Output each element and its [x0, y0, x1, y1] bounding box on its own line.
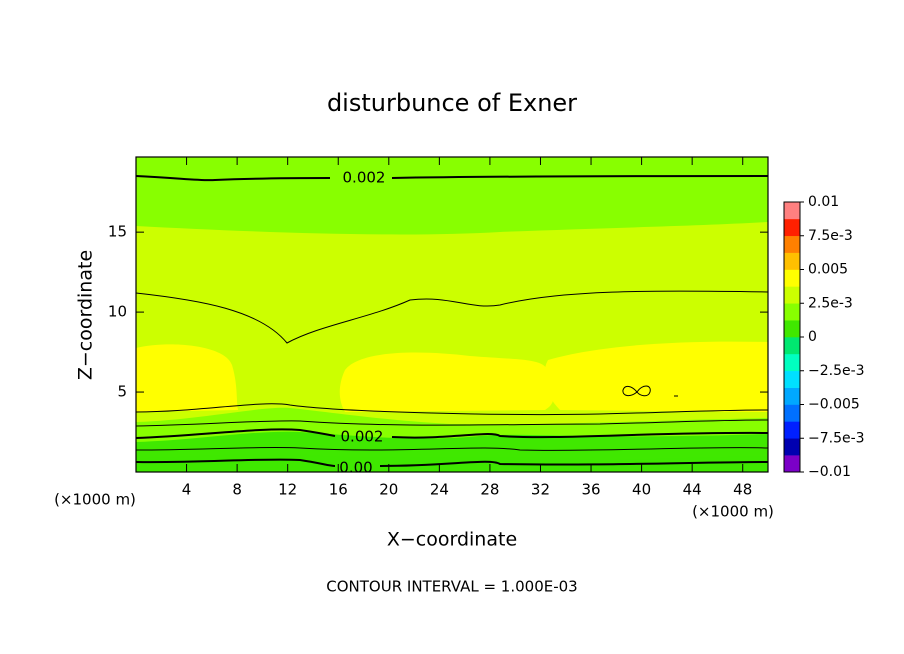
- x-tick-label: 16: [329, 481, 348, 499]
- contour-line: [622, 385, 651, 397]
- colorbar-band: [784, 252, 800, 270]
- chart-title: disturbunce of Exner: [327, 89, 577, 117]
- colorbar-tick-label: −7.5e-3: [808, 430, 865, 446]
- contour-interval-note: CONTOUR INTERVAL = 1.000E-03: [326, 578, 577, 596]
- colorbar-band: [784, 404, 800, 422]
- contour-fill: [339, 352, 554, 412]
- colorbar-tick-label: −0.005: [808, 397, 860, 413]
- x-tick-label: 24: [430, 481, 449, 499]
- y-tick-label: 5: [117, 383, 127, 401]
- contour-fill: [136, 344, 238, 412]
- colorbar-band: [784, 320, 800, 338]
- x-tick-label: 20: [379, 481, 398, 499]
- x-tick-label: 4: [182, 481, 192, 499]
- x-tick-label: 32: [531, 481, 550, 499]
- colorbar-band: [784, 202, 800, 220]
- colorbar-band: [784, 218, 800, 237]
- contour-fill: [544, 341, 768, 412]
- contour-line: [135, 458, 769, 467]
- colorbar-tick-label: 0.005: [808, 262, 848, 278]
- colorbar-tick-label: 2.5e-3: [808, 295, 853, 311]
- x-unit-label: (×1000 m): [54, 491, 136, 509]
- x-unit-label: (×1000 m): [692, 503, 774, 521]
- contour-line: [135, 175, 769, 182]
- contour-line: [135, 290, 769, 344]
- colorbar-band: [784, 303, 800, 321]
- colorbar-band: [784, 353, 800, 372]
- contour-label: 0.002: [341, 428, 384, 446]
- colorbar-band: [784, 269, 800, 287]
- colorbar-tick-label: 7.5e-3: [808, 228, 853, 244]
- colorbar-band: [784, 421, 800, 439]
- colorbar-tick-label: −0.01: [808, 464, 851, 480]
- contour-label: 0.002: [343, 169, 386, 187]
- colorbar-band: [784, 286, 800, 304]
- x-tick-label: 28: [480, 481, 499, 499]
- x-axis-label: X−coordinate: [387, 529, 517, 551]
- colorbar-band: [784, 235, 800, 253]
- x-tick-label: 40: [632, 481, 651, 499]
- x-tick-label: 44: [683, 481, 702, 499]
- x-tick-label: 8: [232, 481, 242, 499]
- y-tick-label: 15: [108, 223, 127, 241]
- colorbar-tick-label: −2.5e-3: [808, 363, 865, 379]
- y-tick-label: 10: [108, 303, 127, 321]
- x-tick-label: 12: [278, 481, 297, 499]
- contour-line: [135, 446, 769, 451]
- contour-line: [135, 428, 769, 439]
- x-tick-label: 48: [733, 481, 752, 499]
- contour-label: 0.00: [339, 459, 372, 477]
- colorbar-band: [784, 387, 800, 405]
- colorbar-band: [784, 337, 800, 355]
- contour-line: [135, 403, 769, 416]
- colorbar-band: [784, 370, 800, 388]
- contour-line: [135, 419, 769, 427]
- plot-frame: [135, 156, 769, 473]
- colorbar-band: [784, 455, 800, 473]
- colorbar-tick-label: 0: [808, 329, 817, 345]
- colorbar-tick-label: 0.01: [808, 194, 839, 210]
- x-tick-label: 36: [581, 481, 600, 499]
- colorbar-band: [784, 438, 800, 456]
- contour-fill: [136, 157, 768, 235]
- y-axis-label: Z−coordinate: [75, 250, 97, 380]
